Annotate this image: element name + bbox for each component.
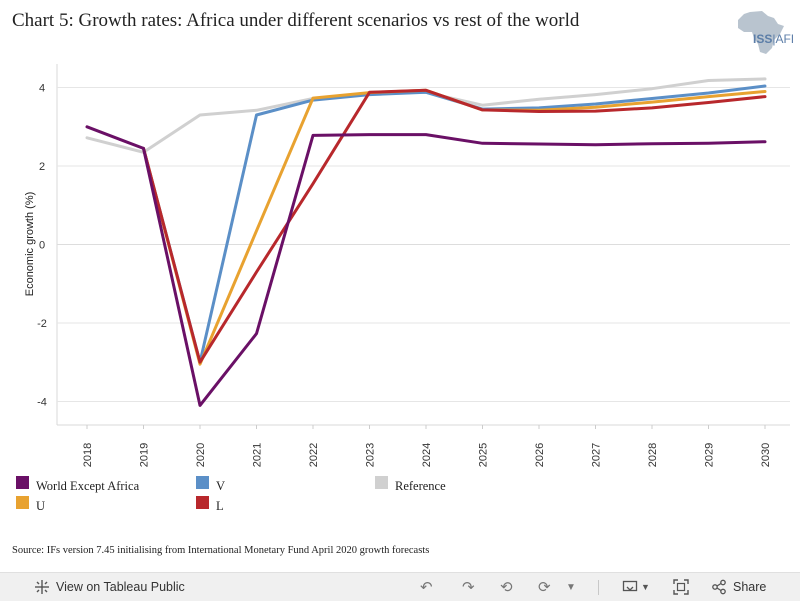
x-tick-label: 2028 <box>647 443 659 467</box>
legend-label: L <box>216 499 224 513</box>
view-on-tableau-link[interactable]: View on Tableau Public <box>34 573 185 601</box>
x-tick-label: 2029 <box>704 443 716 467</box>
fullscreen-icon <box>673 579 689 595</box>
download-icon <box>622 580 638 592</box>
y-tick-label: -4 <box>37 396 47 408</box>
legend-swatch <box>196 476 209 489</box>
legend-swatch <box>196 496 209 509</box>
redo-icon: ↷ <box>462 579 475 596</box>
toolbar-divider <box>598 580 599 595</box>
chevron-down-icon: ▼ <box>566 581 576 593</box>
revert-icon: ⟲ <box>500 579 513 596</box>
fullscreen-button[interactable] <box>673 573 689 601</box>
chevron-down-icon: ▼ <box>641 582 650 592</box>
y-tick-label: 2 <box>39 161 45 173</box>
legend-item-reference[interactable]: Reference <box>375 474 446 494</box>
legend-label: World Except Africa <box>36 479 140 493</box>
legend-swatch <box>16 476 29 489</box>
x-tick-label: 2030 <box>760 443 772 467</box>
y-axis-title: Economic growth (%) <box>24 192 36 297</box>
source-note: Source: IFs version 7.45 initialising fr… <box>12 545 430 556</box>
x-tick-label: 2020 <box>195 443 207 467</box>
chart-title: Chart 5: Growth rates: Africa under diff… <box>12 10 580 31</box>
tableau-footer-toolbar: View on Tableau Public ↶ ↷ ⟲ ⟳ ▼ ▼ Share <box>0 572 800 601</box>
x-tick-label: 2026 <box>534 443 546 467</box>
y-tick-label: 4 <box>39 83 45 95</box>
legend-item-world-except-africa[interactable]: World Except Africa <box>16 474 139 494</box>
line-chart: -4 -2 0 2 4 2018 2019 2020 2021 2022 2023 2024 2025 2… <box>24 64 790 467</box>
legend-label: V <box>216 479 226 493</box>
refresh-icon: ⟳ <box>538 579 551 596</box>
x-tick-label: 2019 <box>139 443 151 467</box>
legend-item-l[interactable]: L <box>196 494 224 514</box>
x-tick-label: 2021 <box>252 443 264 467</box>
redo-button[interactable]: ↷ <box>462 573 475 601</box>
series-line-l <box>142 88 767 364</box>
x-tick-label: 2018 <box>82 443 94 467</box>
africa-map-logo <box>738 11 784 54</box>
legend-label: Reference <box>395 479 446 493</box>
legend-swatch <box>375 476 388 489</box>
share-label: Share <box>733 580 767 594</box>
share-button[interactable]: Share <box>711 573 766 601</box>
legend-item-u[interactable]: U <box>16 494 45 514</box>
y-tick-label: 0 <box>39 240 45 252</box>
revert-button[interactable]: ⟲ <box>500 573 513 601</box>
chart-legend: World Except Africa V Reference U L <box>0 474 800 518</box>
download-button[interactable]: ▼ <box>622 573 650 601</box>
view-on-tableau-label: View on Tableau Public <box>56 580 185 594</box>
series-line-v <box>142 84 767 364</box>
legend-item-v[interactable]: V <box>196 474 225 494</box>
tableau-logo-icon <box>35 580 49 594</box>
pause-button[interactable]: ▼ <box>566 573 576 601</box>
iss-afi-logo-text: ISS|AFI <box>753 32 795 46</box>
share-icon <box>712 579 726 595</box>
undo-icon: ↶ <box>420 579 433 596</box>
x-tick-label: 2023 <box>365 443 377 467</box>
refresh-button[interactable]: ⟳ <box>538 573 551 601</box>
x-tick-label: 2027 <box>591 443 603 467</box>
legend-label: U <box>36 499 46 513</box>
x-tick-label: 2024 <box>421 443 433 467</box>
x-tick-label: 2022 <box>308 443 320 467</box>
y-tick-label: -2 <box>37 318 47 330</box>
legend-swatch <box>16 496 29 509</box>
series-line-world-except-africa <box>85 125 767 407</box>
undo-button[interactable]: ↶ <box>420 573 433 601</box>
x-tick-label: 2025 <box>478 443 490 467</box>
